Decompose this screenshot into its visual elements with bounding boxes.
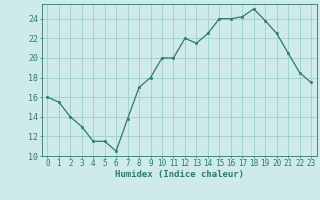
X-axis label: Humidex (Indice chaleur): Humidex (Indice chaleur) [115,170,244,179]
